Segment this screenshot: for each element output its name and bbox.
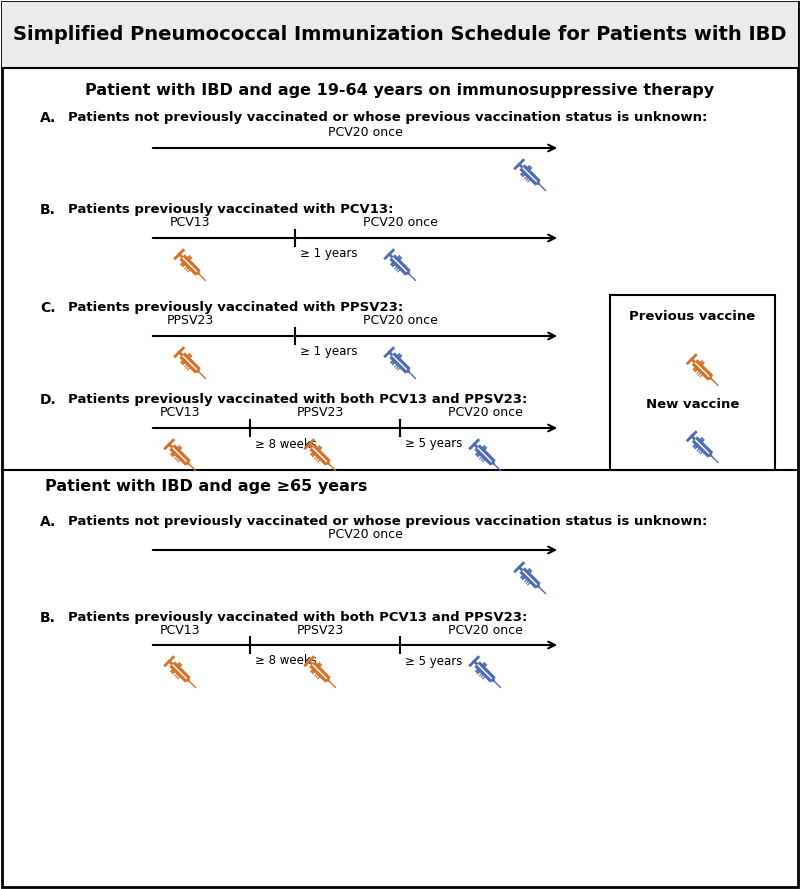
Text: Patients previously vaccinated with PCV13:: Patients previously vaccinated with PCV1… [68,204,394,217]
Text: PCV20 once: PCV20 once [362,314,438,326]
Polygon shape [491,461,494,464]
Text: A.: A. [40,515,56,529]
Polygon shape [709,376,712,380]
Text: PCV13: PCV13 [160,623,200,637]
Text: B.: B. [40,611,56,625]
Text: C.: C. [40,301,55,315]
Polygon shape [186,461,190,464]
Text: Patients not previously vaccinated or whose previous vaccination status is unkno: Patients not previously vaccinated or wh… [68,111,707,124]
Bar [2,2,798,68]
Text: ≥ 5 years: ≥ 5 years [405,654,462,668]
Polygon shape [692,360,713,380]
Text: Patients previously vaccinated with both PCV13 and PPSV23:: Patients previously vaccinated with both… [68,394,527,406]
Polygon shape [186,678,190,681]
Polygon shape [536,181,539,184]
Text: Patient with IBD and age ≥65 years: Patient with IBD and age ≥65 years [45,479,367,494]
Polygon shape [406,271,410,275]
Text: PPSV23: PPSV23 [296,623,344,637]
Text: A.: A. [40,111,56,125]
Polygon shape [180,255,200,276]
Text: Patients not previously vaccinated or whose previous vaccination status is unkno: Patients not previously vaccinated or wh… [68,516,707,528]
Text: D.: D. [40,393,57,407]
Text: ≥ 8 weeks: ≥ 8 weeks [255,654,317,668]
Text: ≥ 1 years: ≥ 1 years [300,346,358,358]
Text: ≥ 8 weeks: ≥ 8 weeks [255,437,317,451]
Text: B.: B. [40,203,56,217]
Text: PPSV23: PPSV23 [166,314,214,326]
Polygon shape [196,369,199,372]
Polygon shape [326,678,330,681]
Polygon shape [196,271,199,275]
Polygon shape [491,678,494,681]
Text: PCV20 once: PCV20 once [327,126,402,140]
Text: PPSV23: PPSV23 [296,406,344,420]
Polygon shape [170,661,190,682]
Polygon shape [692,436,713,457]
Polygon shape [536,584,539,588]
Text: Previous vaccine: Previous vaccine [630,310,756,324]
Text: ≥ 5 years: ≥ 5 years [405,437,462,451]
Text: Patient with IBD and age 19-64 years on immunosuppressive therapy: Patient with IBD and age 19-64 years on … [86,83,714,98]
Text: PCV20 once: PCV20 once [447,623,522,637]
Text: PCV13: PCV13 [170,215,210,228]
Text: Patients previously vaccinated with PPSV23:: Patients previously vaccinated with PPSV… [68,301,403,315]
Bar [610,295,775,470]
Polygon shape [520,568,540,589]
Text: PCV20 once: PCV20 once [362,215,438,228]
Text: Patients previously vaccinated with both PCV13 and PPSV23:: Patients previously vaccinated with both… [68,612,527,624]
Text: PCV13: PCV13 [160,406,200,420]
Polygon shape [326,461,330,464]
Polygon shape [310,661,330,682]
Text: ≥ 1 years: ≥ 1 years [300,247,358,260]
Polygon shape [390,353,410,373]
Polygon shape [474,661,495,682]
Polygon shape [310,444,330,465]
Polygon shape [180,353,200,373]
Text: PCV20 once: PCV20 once [447,406,522,420]
Polygon shape [520,164,540,185]
Polygon shape [390,255,410,276]
Text: Simplified Pneumococcal Immunization Schedule for Patients with IBD: Simplified Pneumococcal Immunization Sch… [14,26,786,44]
Polygon shape [170,444,190,465]
Polygon shape [406,369,410,372]
Polygon shape [474,444,495,465]
Polygon shape [709,453,712,456]
Text: PCV20 once: PCV20 once [327,527,402,541]
Text: New vaccine: New vaccine [646,398,739,412]
